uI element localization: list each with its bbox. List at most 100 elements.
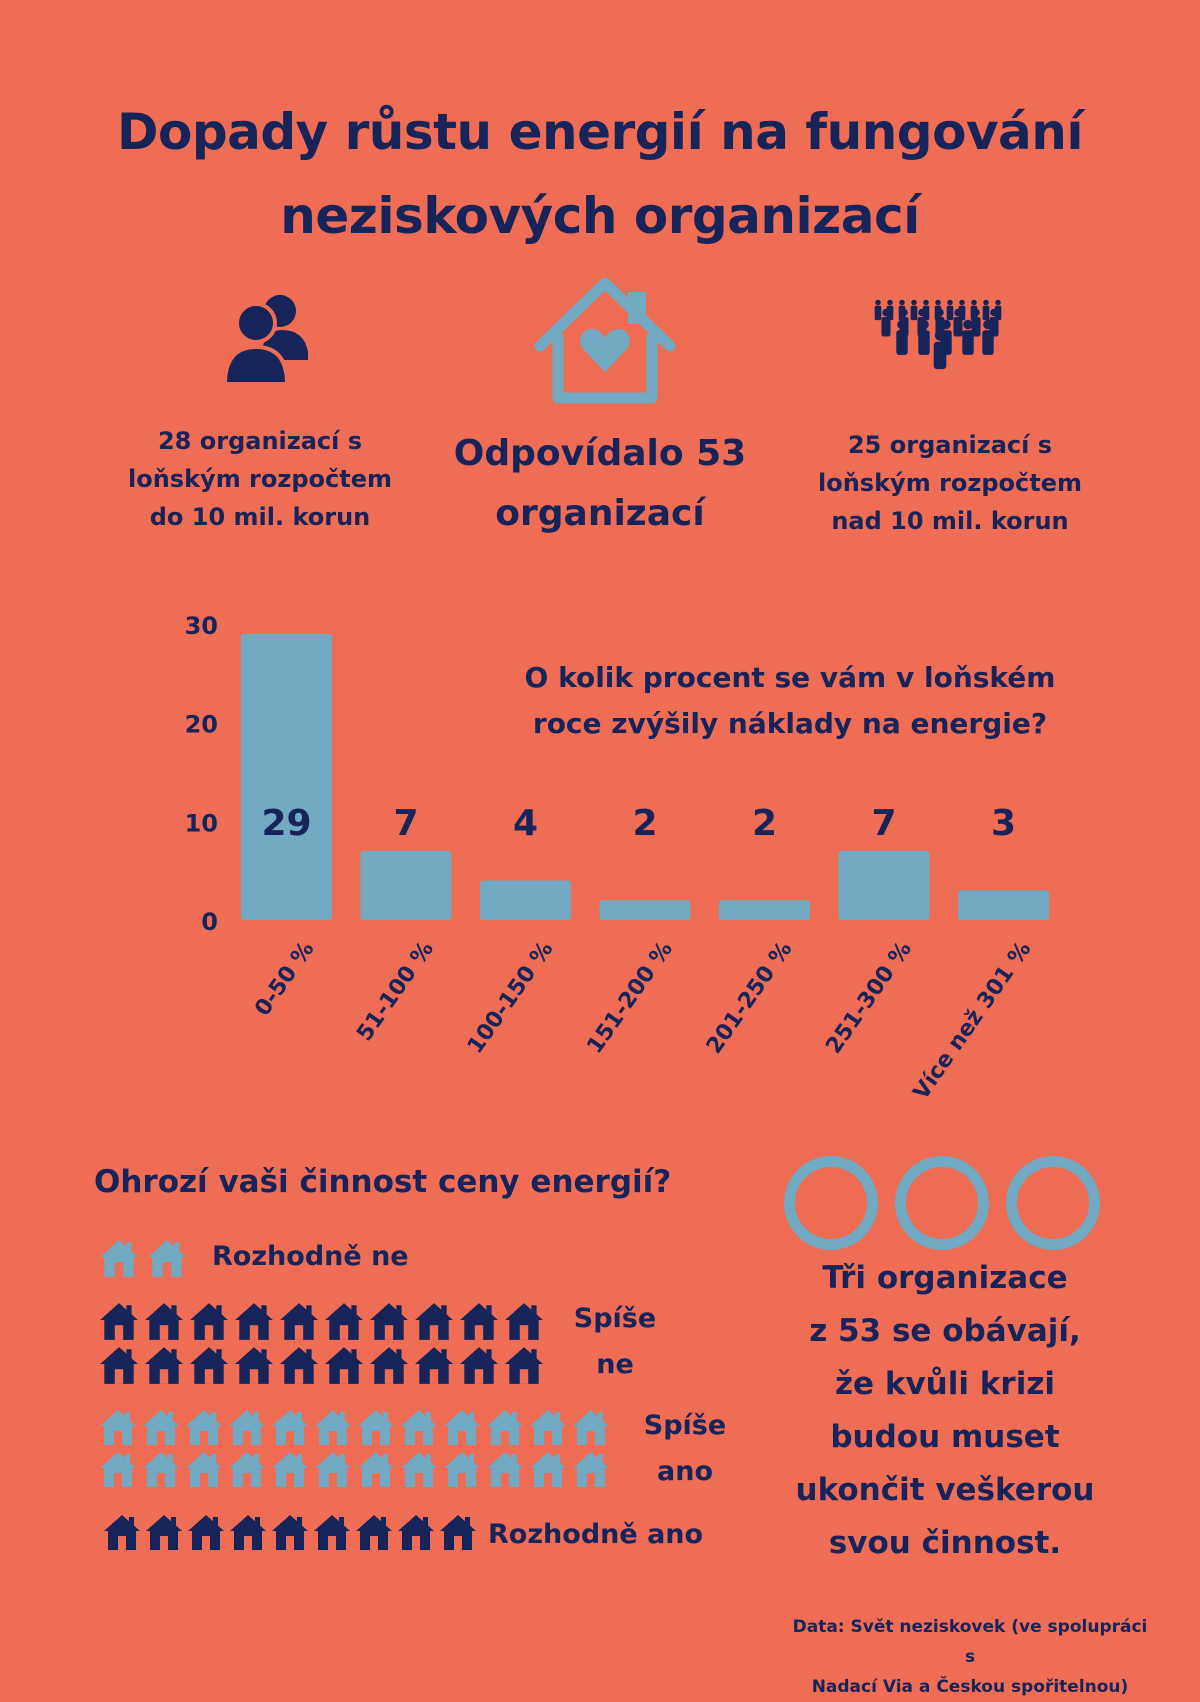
house-icon [272,1452,308,1487]
house-icon [229,1410,265,1445]
house-icon [315,1410,351,1445]
house-icon [186,1410,222,1445]
bar-value-label: 7 [393,803,418,844]
house-icon [280,1347,318,1384]
house-icon [487,1452,523,1487]
house-icon [143,1452,179,1487]
ring-icon [1006,1156,1100,1250]
ring-icon [784,1156,878,1250]
title-line-2: neziskových organizací [280,187,920,245]
house-icon [100,1410,136,1445]
house-icon [314,1515,350,1550]
house-icon [444,1452,480,1487]
house-icon [487,1410,523,1445]
concern-text: Tři organizace z 53 se obávají, že kvůli… [795,1260,1095,1561]
house-icon [145,1347,183,1384]
threat-answer-label: Spíše ne [573,1303,657,1380]
house-icon [460,1347,498,1384]
house-icon [190,1303,228,1340]
house-icon [229,1452,265,1487]
bar [719,900,810,920]
house-icon [315,1452,351,1487]
ring-icon [895,1156,989,1250]
house-icon [100,1452,136,1487]
house-icon [401,1410,437,1445]
house-icon [235,1303,273,1340]
bar-value-label: 2 [752,803,777,844]
y-tick-label: 30 [185,612,218,640]
house-icon [440,1515,476,1550]
bar [599,900,691,920]
bar-value-label: 3 [991,803,1016,844]
y-tick-label: 10 [185,809,218,837]
stat-small-budget: 28 organizací s loňským rozpočtem do 10 … [128,427,392,531]
house-icon [100,1303,138,1340]
house-icon [143,1410,179,1445]
bar-value-label: 7 [871,803,896,844]
crowd-icon [874,299,1002,370]
x-tick-label: 100-150 % [463,937,558,1058]
bar-chart: 0 10 20 30 29 0-50 % 7 51-100 % 4 100-150 % 2 151-2… [185,612,1049,1105]
house-icon [190,1347,228,1384]
bar-value-label: 4 [513,803,538,844]
threat-answer-label: Spíše ano [643,1410,727,1487]
house-icon [573,1410,609,1445]
title-line-1: Dopady růstu energií na fungování [116,103,1084,161]
stat-total-respondents: Odpovídalo 53 organizací [453,433,747,534]
two-people-icon [222,295,308,386]
x-tick-label: 0-50 % [250,937,319,1021]
house-icon [230,1515,266,1550]
house-icon [272,1410,308,1445]
house-icon [280,1303,318,1340]
house-icon [370,1347,408,1384]
house-icon [145,1303,183,1340]
bar [958,890,1049,920]
house-icon [146,1515,182,1550]
bar-value-label: 29 [261,803,311,844]
threat-question: Ohrozí vaši činnost ceny energií? [94,1164,672,1200]
house-icon [188,1515,224,1550]
x-tick-label: 151-200 % [582,937,677,1058]
x-tick-label: 51-100 % [352,937,439,1046]
house-icon [398,1515,434,1550]
house-icon [104,1515,140,1550]
house-icon [100,1240,138,1277]
y-tick-label: 0 [201,908,218,936]
bar [838,850,930,920]
threat-answer-label: Rozhodně ano [488,1519,704,1550]
house-icon [444,1410,480,1445]
house-icon [370,1303,408,1340]
house-icon [415,1303,453,1340]
house-icon [186,1452,222,1487]
house-icon [530,1452,566,1487]
house-icon [356,1515,392,1550]
house-icon [505,1303,543,1340]
house-icon [530,1410,566,1445]
house-icon [325,1347,363,1384]
house-icon [325,1303,363,1340]
house-icon [401,1452,437,1487]
data-source: Data: Svět neziskovek (ve spolupráci s N… [792,1617,1148,1697]
x-tick-label: Více než 301 % [909,937,1037,1104]
bar-value-label: 2 [632,803,657,844]
x-tick-label: 201-250 % [702,937,797,1058]
bar [480,880,571,920]
house-icon [358,1410,394,1445]
x-tick-label: 251-300 % [821,937,916,1058]
house-icon [460,1303,498,1340]
bar [241,633,332,920]
house-icon [100,1347,138,1384]
house-icon [415,1347,453,1384]
house-icon [272,1515,308,1550]
house-icon [148,1240,186,1277]
house-icon [505,1347,543,1384]
house-icon [573,1452,609,1487]
chart-title: O kolik procent se vám v loňském roce zv… [524,661,1056,740]
page-title: Dopady růstu energií na fungování nezisk… [0,90,1200,258]
threat-answer-label: Rozhodně ne [212,1241,409,1272]
y-tick-label: 20 [185,711,218,739]
stat-large-budget: 25 organizací s loňským rozpočtem nad 10… [818,431,1082,535]
house-icon [235,1347,273,1384]
bar [360,850,452,920]
house-icon [358,1452,394,1487]
